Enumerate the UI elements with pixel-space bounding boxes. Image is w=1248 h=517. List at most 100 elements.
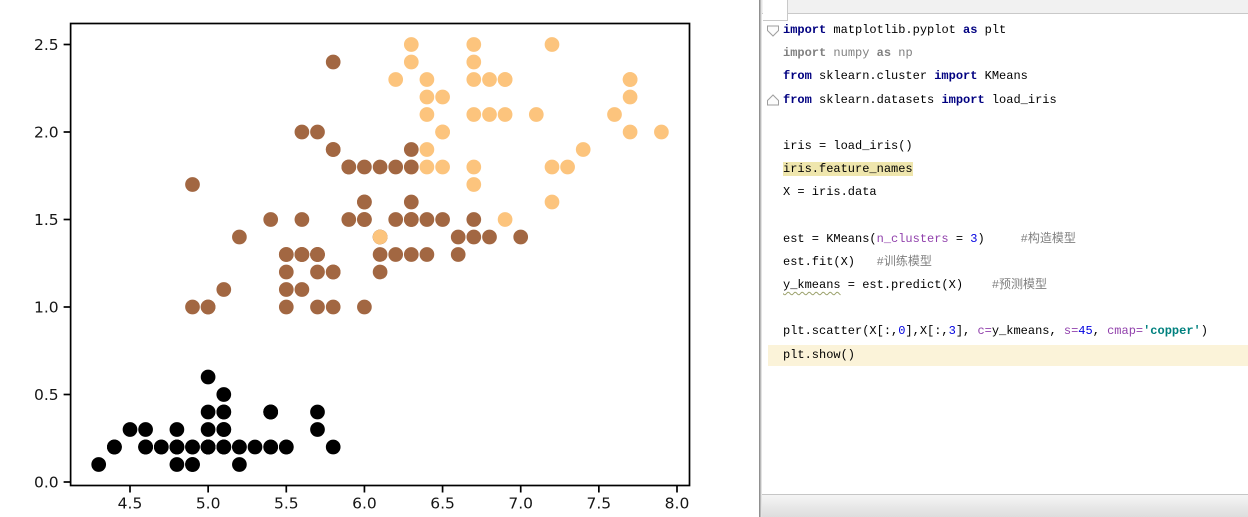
x-tick-label: 5.0 xyxy=(196,495,221,513)
data-point xyxy=(482,107,497,122)
code-line[interactable] xyxy=(762,297,1248,320)
fold-marker-expanded-end-icon[interactable] xyxy=(766,94,780,106)
y-tick-label: 0.5 xyxy=(34,386,59,404)
data-point xyxy=(263,404,279,420)
data-point xyxy=(372,159,388,175)
panel-divider[interactable] xyxy=(758,0,762,517)
data-point xyxy=(357,194,372,210)
x-tick-label: 4.5 xyxy=(118,495,143,513)
data-point xyxy=(450,229,466,245)
data-point xyxy=(232,457,247,472)
code-token: plt.show() xyxy=(783,347,856,362)
code-line[interactable]: y_kmeans = est.predict(X) #预测模型 xyxy=(762,274,1248,297)
code-line[interactable]: X = iris.data xyxy=(762,181,1248,204)
data-point xyxy=(278,264,294,280)
data-point xyxy=(153,439,169,455)
data-point xyxy=(560,159,575,175)
data-point xyxy=(200,439,216,455)
code-editor[interactable]: import matplotlib.pyplot as plt import nu… xyxy=(762,0,1248,517)
code-token: import xyxy=(941,92,985,107)
x-tick-label: 7.5 xyxy=(587,495,612,513)
code-token: = xyxy=(948,231,971,246)
code-token: np xyxy=(891,46,913,61)
code-line[interactable]: plt.show() xyxy=(762,344,1248,367)
code-line[interactable]: import matplotlib.pyplot as plt xyxy=(762,19,1248,42)
data-point xyxy=(575,142,591,157)
data-point xyxy=(419,89,435,105)
code-line[interactable]: import numpy as np xyxy=(762,42,1248,65)
data-point xyxy=(403,159,419,175)
data-point xyxy=(528,107,544,122)
x-tick-label: 7.0 xyxy=(508,495,533,513)
data-point xyxy=(185,457,200,472)
x-tick-label: 8.0 xyxy=(665,495,690,513)
data-point xyxy=(403,212,419,227)
code-line[interactable]: iris.feature_names xyxy=(762,158,1248,181)
scrollbar-corner xyxy=(763,0,788,21)
data-point xyxy=(372,247,388,262)
data-point xyxy=(200,404,216,420)
code-line[interactable] xyxy=(762,205,1248,228)
data-point xyxy=(169,457,185,472)
data-point xyxy=(278,439,294,455)
code-token: ) xyxy=(1200,324,1208,339)
scatter-plot: 4.5 5.0 5.5 6.0 6.5 7.0 7.5 8.0 0.0 0.5 1.0 1.5 2.0 2… xyxy=(34,22,691,513)
data-point xyxy=(294,282,310,297)
data-point xyxy=(403,247,419,262)
data-point xyxy=(278,282,294,297)
data-point xyxy=(419,72,435,87)
y-tick-label: 1.5 xyxy=(34,211,59,229)
code-token: 3 xyxy=(970,231,978,246)
data-point xyxy=(544,194,560,210)
data-point xyxy=(388,159,404,175)
data-point xyxy=(138,422,153,437)
data-point xyxy=(310,404,325,420)
data-point xyxy=(200,369,216,385)
code-token: iris.feature_names xyxy=(783,162,913,177)
data-point xyxy=(466,107,482,122)
data-point xyxy=(216,282,232,297)
data-point xyxy=(622,124,638,140)
data-point xyxy=(169,422,185,437)
data-point xyxy=(263,212,279,227)
data-point xyxy=(278,299,294,315)
data-point xyxy=(482,72,497,87)
code-line[interactable]: from sklearn.cluster import KMeans xyxy=(762,65,1248,88)
code-line[interactable]: est.fit(X) #训练模型 xyxy=(762,251,1248,274)
horizontal-scrollbar-top[interactable] xyxy=(762,0,1248,14)
data-point xyxy=(607,107,622,122)
code-area[interactable]: import matplotlib.pyplot as plt import nu… xyxy=(762,14,1248,494)
data-point xyxy=(216,422,232,437)
horizontal-scrollbar[interactable] xyxy=(762,494,1248,517)
y-tick-label: 2.0 xyxy=(34,124,59,142)
code-token: import xyxy=(934,69,978,84)
data-point xyxy=(403,142,419,157)
x-tick-label: 5.5 xyxy=(274,495,299,513)
data-point xyxy=(419,247,435,262)
code-token: KMeans xyxy=(977,69,1028,84)
code-token: est = KMeans( xyxy=(783,231,877,246)
fold-marker-expanded-start-icon[interactable] xyxy=(766,25,780,37)
code-line[interactable]: iris = load_iris() xyxy=(762,135,1248,158)
data-point xyxy=(544,37,560,52)
y-tick-label: 2.5 xyxy=(34,36,59,54)
code-token: #训练模型 xyxy=(876,254,932,269)
code-token: as xyxy=(876,46,892,61)
code-line[interactable] xyxy=(762,112,1248,135)
code-line[interactable]: est = KMeans(n_clusters = 3) #构造模型 xyxy=(762,228,1248,251)
data-point xyxy=(325,299,341,315)
data-point xyxy=(232,229,247,245)
data-point xyxy=(497,72,513,87)
data-point xyxy=(466,212,482,227)
code-line[interactable]: from sklearn.datasets import load_iris xyxy=(762,89,1248,112)
data-point xyxy=(419,142,435,157)
data-point xyxy=(278,247,294,262)
code-token: matplotlib.pyplot xyxy=(826,23,964,37)
data-point xyxy=(325,54,341,70)
code-token: ],X[:, xyxy=(905,324,949,339)
data-point xyxy=(185,299,200,315)
data-point xyxy=(419,159,435,175)
data-point xyxy=(341,212,357,227)
code-line[interactable]: plt.scatter(X[:,0],X[:,3], c=y_kmeans, s… xyxy=(762,320,1248,343)
data-point xyxy=(263,439,279,455)
